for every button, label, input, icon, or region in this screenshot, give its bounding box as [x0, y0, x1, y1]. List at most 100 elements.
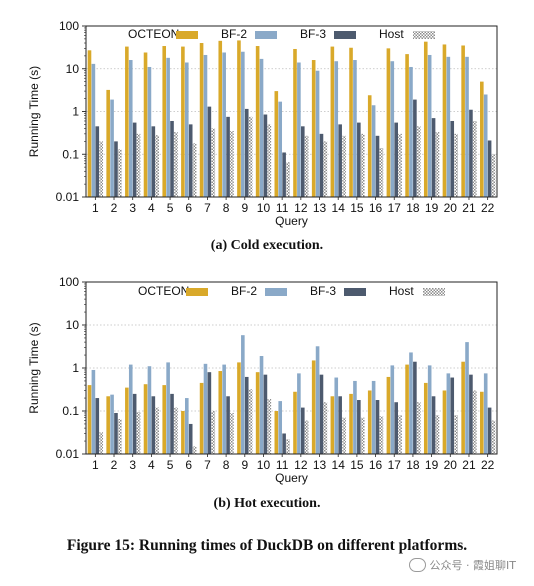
- x-tick-label: 13: [313, 201, 327, 215]
- bar-host-q19: [435, 415, 440, 454]
- wechat-icon: [408, 558, 426, 572]
- bar-bf-2-q20: [446, 56, 451, 197]
- y-axis-label: Running Time (s): [27, 66, 41, 157]
- bar-host-q17: [398, 415, 402, 454]
- bar-bf-3-q11: [282, 152, 286, 197]
- x-tick-label: 17: [388, 201, 402, 215]
- x-tick-label: 17: [388, 458, 402, 472]
- bar-bf-2-q18: [409, 352, 413, 454]
- x-tick-label: 7: [204, 201, 211, 215]
- x-tick-label: 14: [332, 201, 346, 215]
- bar-bf-3-q7: [207, 372, 212, 454]
- bar-bf-2-q19: [427, 54, 432, 197]
- legend-label: Host: [389, 284, 414, 298]
- bar-bf-2-q13: [315, 346, 320, 454]
- x-tick-label: 13: [313, 458, 327, 472]
- y-tick-label: 0.01: [56, 190, 80, 204]
- legend-swatch: [413, 31, 435, 39]
- x-tick-label: 1: [92, 458, 99, 472]
- bar-bf-2-q17: [390, 365, 395, 454]
- bar-bf-2-q5: [166, 362, 170, 454]
- bar-octeon-q22: [480, 81, 484, 197]
- figure-title: Figure 15: Running times of DuckDB on di…: [66, 537, 468, 554]
- bar-bf-2-q6: [185, 398, 189, 454]
- bar-host-q14: [342, 135, 346, 197]
- y-tick-label: 10: [66, 318, 80, 332]
- x-tick-label: 16: [369, 201, 383, 215]
- plot-frame: [85, 281, 498, 455]
- bar-bf-3-q12: [300, 407, 305, 454]
- bar-octeon-q4: [143, 384, 148, 454]
- bar-bf-3-q13: [319, 133, 324, 197]
- legend-swatch: [176, 31, 198, 39]
- bar-bf-2-q22: [483, 373, 488, 454]
- bar-host-q9: [248, 389, 253, 454]
- x-axis-label: Query: [275, 471, 308, 485]
- bar-bf-3-q10: [263, 374, 268, 454]
- bar-bf-3-q18: [413, 361, 417, 454]
- bar-bf-3-q22: [487, 407, 492, 454]
- bar-octeon-q21: [461, 45, 465, 198]
- bar-bf-3-q19: [431, 118, 436, 197]
- bar-host-q22: [491, 420, 496, 454]
- y-tick-label: 0.1: [62, 404, 79, 418]
- bar-host-q1: [99, 432, 103, 454]
- bar-octeon-q15: [349, 47, 353, 197]
- bar-octeon-q9: [237, 362, 241, 454]
- bar-bf-3-q5: [170, 120, 174, 197]
- x-tick-label: 11: [276, 458, 289, 472]
- bar-bf-2-q20: [446, 373, 451, 454]
- x-tick-label: 16: [369, 458, 383, 472]
- bar-bf-3-q5: [170, 393, 174, 454]
- bar-bf-3-q19: [431, 396, 436, 454]
- bar-bf-3-q21: [469, 109, 473, 197]
- bar-octeon-q6: [181, 411, 185, 454]
- y-tick-label: 10: [66, 62, 80, 76]
- bar-bf-2-q7: [203, 54, 208, 197]
- bar-octeon-q10: [255, 372, 260, 454]
- legend-swatch: [423, 288, 445, 296]
- bar-bf-3-q13: [319, 374, 324, 454]
- bar-bf-2-q18: [409, 66, 413, 197]
- bar-host-q10: [267, 124, 272, 197]
- bar-bf-3-q9: [244, 376, 249, 454]
- x-tick-label: 18: [406, 458, 420, 472]
- bar-bf-2-q2: [110, 394, 114, 454]
- bar-octeon-q18: [405, 54, 409, 197]
- bar-bf-2-q12: [297, 62, 301, 198]
- bar-bf-2-q14: [334, 377, 339, 454]
- bar-host-q22: [491, 154, 496, 197]
- bar-octeon-q17: [386, 48, 391, 198]
- bar-bf-3-q11: [282, 433, 286, 454]
- bar-octeon-q19: [423, 382, 428, 454]
- x-tick-label: 9: [241, 201, 248, 215]
- bar-octeon-q11: [274, 411, 279, 454]
- x-tick-label: 15: [350, 201, 364, 215]
- bar-octeon-q1: [87, 50, 92, 197]
- watermark-text: 公众号 · 霞姐聊IT: [429, 559, 516, 572]
- bar-bf-2-q6: [185, 62, 189, 198]
- bar-host-q3: [136, 133, 141, 197]
- bar-host-q12: [304, 420, 309, 454]
- cold-execution-caption: (a) Cold execution.: [210, 238, 324, 253]
- bar-octeon-q8: [218, 371, 223, 454]
- bar-bf-2-q4: [147, 366, 152, 454]
- bar-bf-3-q6: [188, 124, 193, 197]
- bar-host-q8: [230, 412, 234, 454]
- bar-bf-2-q17: [390, 61, 395, 197]
- x-tick-label: 12: [294, 458, 308, 472]
- x-tick-label: 22: [481, 201, 495, 215]
- bar-bf-2-q2: [110, 99, 114, 197]
- legend-label: OCTEON: [138, 284, 189, 298]
- bar-bf-2-q3: [128, 364, 133, 454]
- bar-host-q16: [379, 148, 384, 197]
- y-tick-label: 1: [72, 105, 79, 119]
- bar-host-q1: [99, 141, 103, 197]
- bar-bf-2-q10: [259, 58, 264, 197]
- bar-bf-2-q22: [483, 94, 488, 197]
- x-tick-label: 10: [257, 458, 271, 472]
- plot-frame: [85, 25, 498, 198]
- bar-host-q13: [323, 402, 328, 454]
- bar-host-q2: [118, 149, 122, 197]
